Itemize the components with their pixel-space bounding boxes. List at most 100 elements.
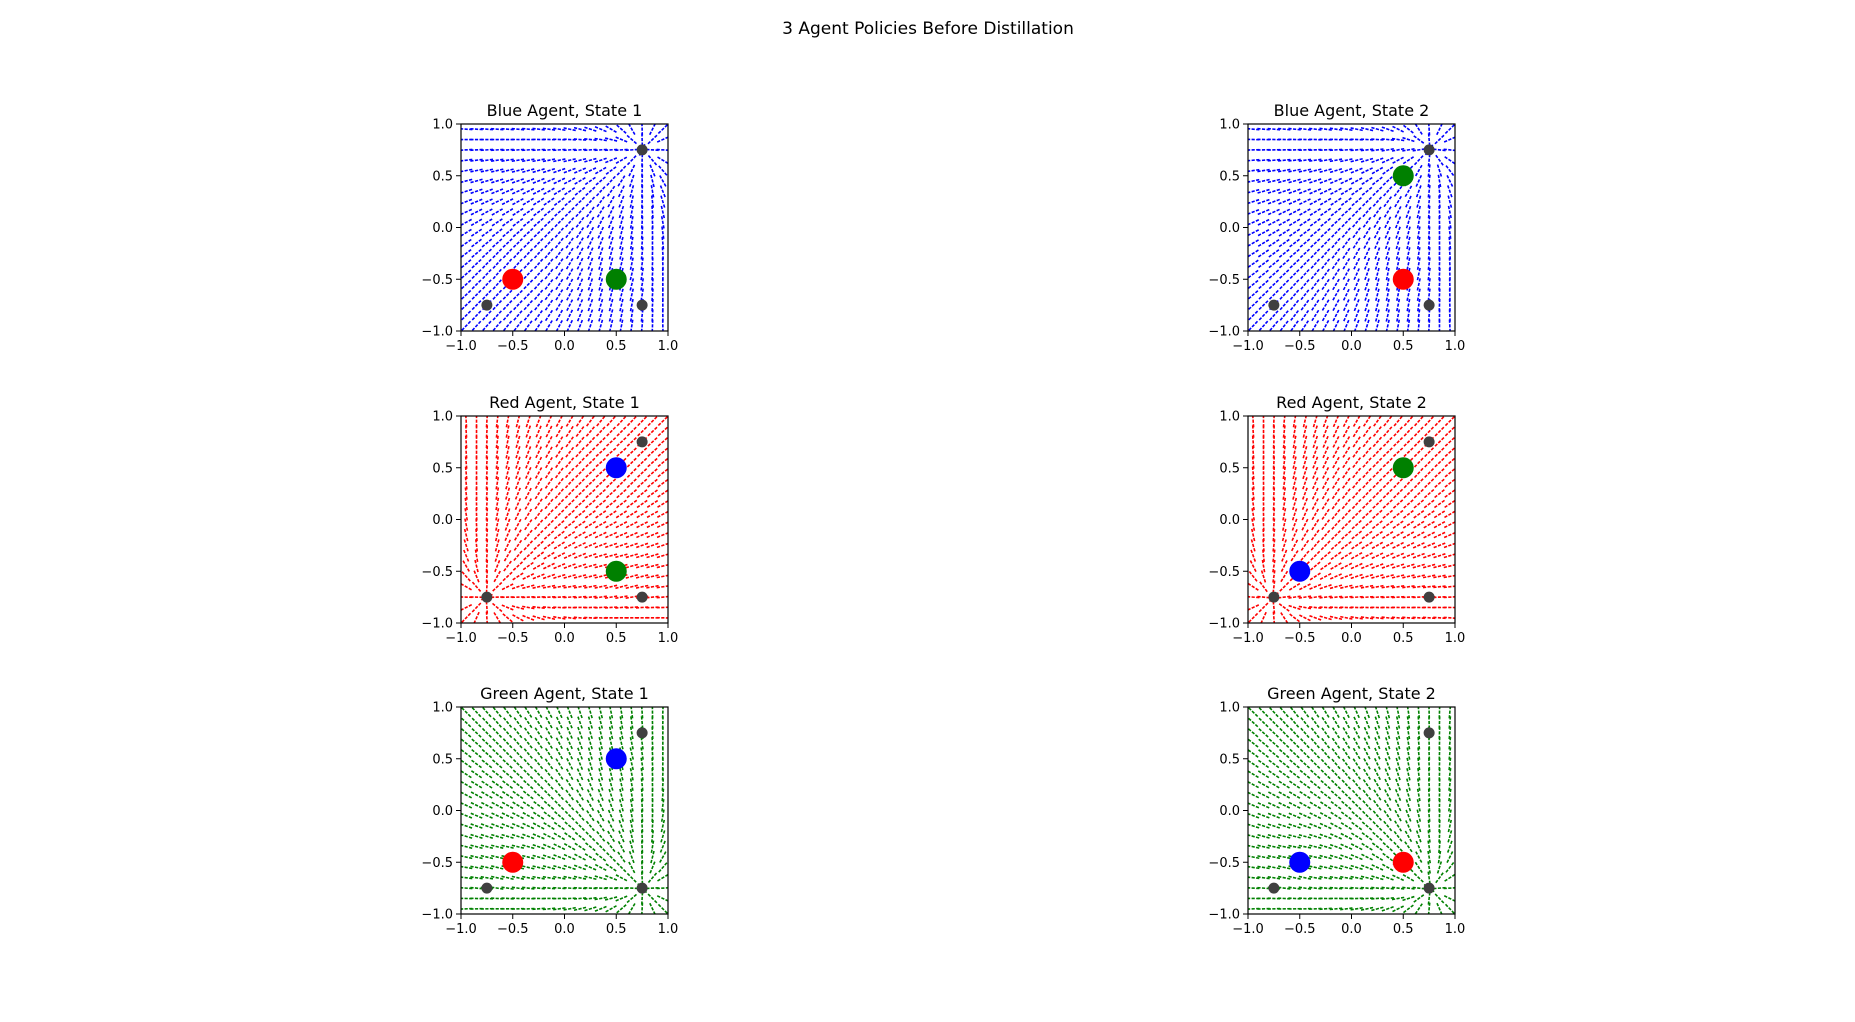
quiver-arrow bbox=[493, 570, 501, 583]
quiver-arrow bbox=[1292, 487, 1297, 500]
quiver-arrow bbox=[1341, 207, 1352, 217]
quiver-arrow bbox=[625, 574, 638, 579]
quiver-arrow bbox=[1321, 727, 1330, 739]
quiver-arrow bbox=[524, 477, 532, 490]
quiver-arrow bbox=[574, 531, 586, 539]
quiver-arrow bbox=[1310, 258, 1320, 269]
quiver-arrow bbox=[485, 549, 489, 562]
quiver-arrow bbox=[576, 257, 584, 270]
quiver-arrow bbox=[615, 886, 628, 890]
quiver-arrow bbox=[604, 874, 618, 881]
quiver-arrow bbox=[1351, 530, 1363, 540]
quiver-arrow bbox=[523, 320, 533, 331]
quiver-arrow bbox=[1438, 799, 1441, 812]
quiver-arrow bbox=[533, 779, 544, 790]
quiver-arrow bbox=[648, 124, 656, 136]
quiver-arrow bbox=[1272, 416, 1275, 428]
quiver-arrow bbox=[1321, 707, 1330, 718]
quiver-arrow bbox=[647, 134, 658, 145]
quiver-arrow bbox=[657, 426, 668, 437]
quiver-arrow bbox=[1362, 216, 1372, 228]
quiver-arrow bbox=[501, 833, 514, 839]
quiver-arrow bbox=[501, 790, 514, 800]
quiver-arrow bbox=[637, 416, 648, 427]
quiver-arrow bbox=[587, 319, 594, 331]
quiver-arrow bbox=[563, 616, 576, 620]
quiver-arrow bbox=[1322, 456, 1330, 469]
quiver-arrow bbox=[515, 446, 521, 459]
quiver-arrow bbox=[1272, 445, 1276, 459]
quiver-arrow bbox=[626, 457, 637, 468]
quiver-arrow bbox=[544, 248, 554, 259]
quiver-arrow bbox=[577, 737, 583, 750]
quiver-arrow bbox=[504, 508, 511, 521]
quiver-arrow bbox=[1278, 759, 1290, 769]
quiver-arrow bbox=[615, 595, 628, 600]
quiver-arrow bbox=[566, 758, 574, 770]
quiver-arrow bbox=[1436, 861, 1443, 874]
quiver-arrow bbox=[1424, 447, 1435, 458]
quiver-arrow bbox=[641, 195, 644, 208]
quiver-arrow bbox=[1360, 573, 1374, 579]
quiver-arrow bbox=[511, 875, 525, 880]
quiver-arrow bbox=[461, 802, 473, 809]
x-tick-label: 0.0 bbox=[1341, 339, 1362, 354]
quiver-arrow bbox=[1444, 124, 1455, 135]
quiver-arrow bbox=[522, 865, 535, 870]
quiver-arrow bbox=[1433, 563, 1446, 569]
y-tick-label: 1.0 bbox=[1219, 410, 1240, 425]
quiver-arrow bbox=[1422, 616, 1436, 620]
quiver-arrow bbox=[543, 811, 555, 820]
quiver-arrow bbox=[1383, 810, 1392, 822]
quiver-arrow bbox=[1320, 551, 1331, 561]
quiver-arrow bbox=[495, 416, 499, 428]
quiver-arrow bbox=[1332, 446, 1340, 459]
quiver-arrow bbox=[1289, 717, 1300, 728]
quiver-arrow bbox=[1248, 239, 1259, 247]
quiver-arrow bbox=[461, 310, 472, 321]
x-tick-label: −1.0 bbox=[445, 339, 477, 354]
quiver-arrow bbox=[513, 320, 523, 331]
quiver-arrow bbox=[463, 549, 470, 562]
quiver-arrow bbox=[485, 508, 489, 521]
quiver-arrow bbox=[554, 227, 564, 238]
quiver-arrow bbox=[1433, 510, 1446, 519]
quiver-arrow bbox=[1292, 435, 1297, 449]
x-tick-label: 1.0 bbox=[1445, 339, 1466, 354]
quiver-arrow bbox=[1309, 168, 1322, 173]
quiver-arrow bbox=[1309, 801, 1322, 810]
quiver-arrow bbox=[1373, 768, 1381, 781]
quiver-arrow bbox=[513, 727, 523, 739]
quiver-arrow bbox=[1298, 886, 1312, 890]
quiver-arrow bbox=[626, 426, 637, 437]
quiver-arrow bbox=[534, 727, 543, 739]
quiver-arrow bbox=[1412, 552, 1425, 559]
quiver-arrow bbox=[1444, 510, 1455, 519]
quiver-arrow bbox=[512, 197, 524, 206]
quiver-arrow bbox=[1413, 499, 1425, 509]
quiver-arrow bbox=[523, 550, 534, 561]
quiver-arrow bbox=[1340, 811, 1352, 820]
quiver-arrow bbox=[616, 904, 627, 914]
quiver-arrow bbox=[584, 563, 597, 569]
quiver-arrow bbox=[481, 248, 492, 259]
quiver-arrow bbox=[1405, 788, 1411, 802]
quiver-arrow bbox=[1331, 227, 1341, 238]
quiver-arrow bbox=[656, 136, 668, 143]
quiver-arrow bbox=[1395, 757, 1401, 771]
quiver-arrow bbox=[1341, 779, 1352, 790]
quiver-arrow bbox=[566, 747, 574, 760]
quiver-arrow bbox=[629, 778, 634, 791]
quiver-arrow bbox=[629, 288, 635, 301]
quiver-arrow bbox=[1298, 178, 1312, 184]
quiver-arrow bbox=[1360, 562, 1374, 570]
quiver-arrow bbox=[1257, 198, 1270, 205]
quiver-arrow bbox=[616, 862, 627, 873]
axes-frame bbox=[460, 706, 669, 915]
quiver-arrow bbox=[1272, 425, 1276, 438]
landmark-marker bbox=[636, 144, 648, 156]
quiver-arrow bbox=[1332, 425, 1340, 438]
quiver-arrow bbox=[555, 747, 564, 760]
quiver-arrow bbox=[1342, 477, 1351, 489]
quiver-arrow bbox=[1364, 288, 1370, 301]
